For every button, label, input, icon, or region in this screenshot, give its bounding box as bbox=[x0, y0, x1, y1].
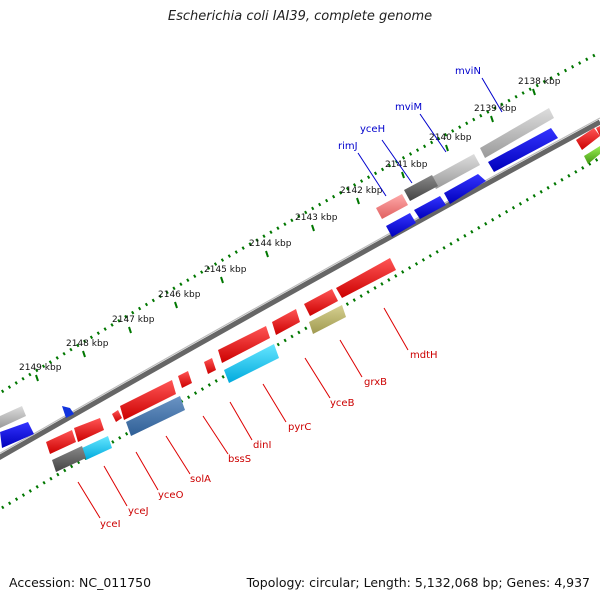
gene-arrow[interactable] bbox=[576, 128, 600, 150]
gene-arrow[interactable] bbox=[0, 406, 26, 428]
kbp-label: 2141 kbp bbox=[385, 160, 428, 170]
gene-arrow[interactable] bbox=[82, 436, 112, 460]
gene-arrow[interactable] bbox=[224, 344, 279, 383]
kbp-label: 2144 kbp bbox=[249, 239, 292, 249]
kbp-tick bbox=[35, 374, 39, 382]
gene-label-grxB[interactable]: grxB bbox=[364, 377, 387, 388]
top-label-leaders bbox=[357, 77, 503, 197]
kbp-label: 2142 kbp bbox=[340, 186, 383, 196]
inner-strand-genes bbox=[46, 258, 396, 472]
topology-text: Topology: circular; Length: 5,132,068 bp… bbox=[246, 575, 590, 590]
gene-arrow[interactable] bbox=[52, 446, 86, 472]
gene-label-mviN[interactable]: mviN bbox=[455, 66, 481, 77]
kbp-label: 2148 kbp bbox=[66, 339, 109, 349]
gene-arrow[interactable] bbox=[304, 289, 338, 316]
kbp-tick bbox=[401, 171, 405, 179]
gene-arrow[interactable] bbox=[480, 108, 554, 158]
kbp-label: 2140 kbp bbox=[429, 133, 472, 143]
kbp-tick bbox=[532, 88, 536, 96]
inner-tick-track bbox=[0, 156, 600, 511]
accession-text: Accession: NC_011750 bbox=[9, 575, 152, 590]
gene-arrow[interactable] bbox=[62, 406, 74, 418]
kbp-tick bbox=[174, 301, 178, 309]
gene-arrow[interactable] bbox=[0, 422, 34, 448]
gene-arrow[interactable] bbox=[386, 213, 416, 237]
gene-label-mviM[interactable]: mviM bbox=[395, 102, 422, 113]
genome-backbone bbox=[0, 119, 600, 461]
kbp-label: 2149 kbp bbox=[19, 363, 62, 373]
gene-arrow[interactable] bbox=[336, 258, 396, 298]
gene-label-pyrC[interactable]: pyrC bbox=[288, 422, 311, 433]
gene-arrow[interactable] bbox=[596, 126, 600, 136]
kbp-label: 2138 kbp bbox=[518, 77, 561, 87]
gene-arrow[interactable] bbox=[404, 175, 438, 201]
kbp-tick bbox=[220, 276, 224, 284]
kbp-tick bbox=[82, 350, 86, 358]
gene-arrow[interactable] bbox=[46, 430, 76, 454]
kbp-tick bbox=[311, 224, 315, 232]
gene-arrow[interactable] bbox=[74, 418, 104, 442]
kbp-tick bbox=[265, 250, 269, 258]
kbp-scale: 2138 kbp 2139 kbp 2140 kbp 2141 kbp 2142… bbox=[19, 77, 561, 373]
gene-label-mdtH[interactable]: mdtH bbox=[410, 350, 438, 361]
gene-arrow[interactable] bbox=[584, 146, 600, 164]
genome-backbone-highlight bbox=[0, 117, 600, 454]
gene-arrow[interactable] bbox=[112, 410, 122, 422]
gene-arrow[interactable] bbox=[376, 194, 408, 219]
gene-label-yceB[interactable]: yceB bbox=[330, 398, 355, 409]
kbp-label: 2145 kbp bbox=[204, 265, 247, 275]
bottom-label-leaders bbox=[77, 307, 409, 519]
gene-arrow[interactable] bbox=[204, 358, 216, 374]
gene-arrow[interactable] bbox=[178, 371, 192, 388]
gene-label-yceI[interactable]: yceI bbox=[100, 519, 121, 530]
gene-label-rimJ[interactable]: rimJ bbox=[338, 141, 358, 152]
gene-arrow[interactable] bbox=[488, 128, 558, 172]
gene-arrow[interactable] bbox=[272, 309, 300, 335]
gene-arrow[interactable] bbox=[430, 154, 480, 189]
kbp-tick bbox=[490, 115, 494, 123]
map-title: Escherichia coli IAI39, complete genome bbox=[167, 9, 433, 24]
gene-label-bssS[interactable]: bssS bbox=[228, 454, 251, 465]
gene-label-solA[interactable]: solA bbox=[190, 474, 211, 485]
kbp-label: 2146 kbp bbox=[158, 290, 201, 300]
kbp-tick bbox=[356, 197, 360, 205]
kbp-label: 2143 kbp bbox=[295, 213, 338, 223]
kbp-tick bbox=[128, 326, 132, 334]
gene-label-yceH[interactable]: yceH bbox=[360, 124, 385, 135]
gene-arrow[interactable] bbox=[126, 396, 185, 436]
outer-strand-genes bbox=[0, 108, 600, 448]
gene-arrow[interactable] bbox=[309, 305, 346, 334]
gene-arrow[interactable] bbox=[120, 380, 176, 420]
kbp-label: 2139 kbp bbox=[474, 104, 517, 114]
top-gene-labels: mviN mviM yceH rimJ bbox=[338, 66, 481, 152]
bottom-gene-labels: mdtH grxB yceB pyrC dinI bssS solA yceO … bbox=[100, 350, 438, 530]
kbp-label: 2147 kbp bbox=[112, 315, 155, 325]
gene-arrow[interactable] bbox=[218, 326, 270, 363]
gene-arrow[interactable] bbox=[414, 196, 446, 219]
kbp-tick bbox=[445, 144, 449, 152]
gene-arrow[interactable] bbox=[444, 174, 486, 204]
gene-label-yceJ[interactable]: yceJ bbox=[128, 506, 149, 517]
gene-label-yceO[interactable]: yceO bbox=[158, 490, 184, 501]
gene-label-dinI[interactable]: dinI bbox=[253, 440, 271, 451]
